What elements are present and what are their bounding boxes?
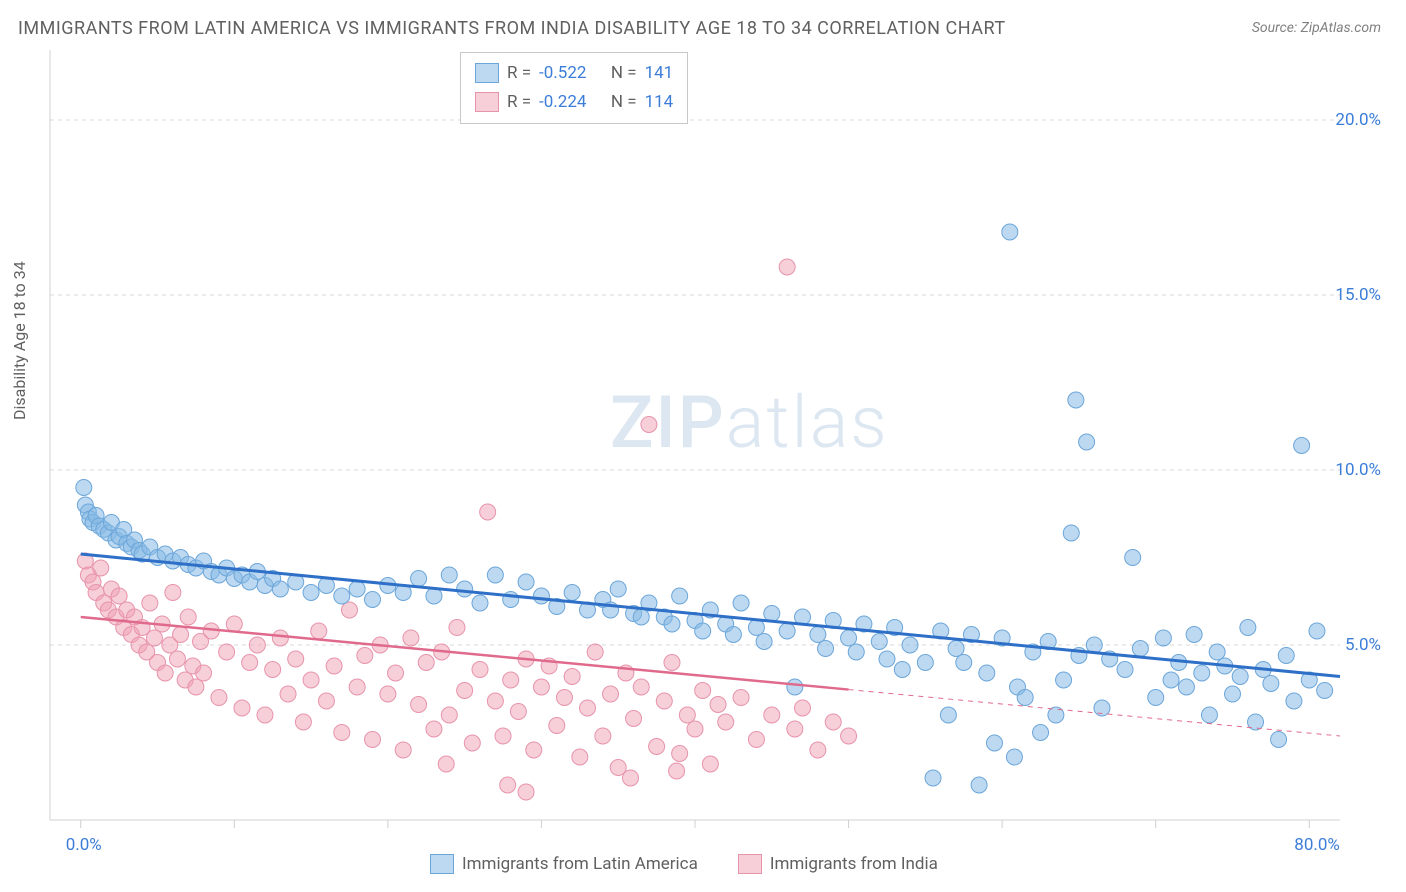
legend-row-series1: R = -0.522 N = 141: [475, 59, 673, 88]
swatch-pink-icon: [738, 854, 762, 874]
correlation-legend: R = -0.522 N = 141 R = -0.224 N = 114: [460, 52, 688, 124]
y-tick-label: 10.0%: [1335, 460, 1381, 480]
swatch-blue-icon: [430, 854, 454, 874]
x-tick-label: 80.0%: [1294, 835, 1340, 855]
legend-item-india: Immigrants from India: [738, 854, 938, 874]
swatch-pink-icon: [475, 92, 499, 112]
legend-item-latin-america: Immigrants from Latin America: [430, 854, 698, 874]
correlation-scatter-chart: [0, 0, 1406, 892]
swatch-blue-icon: [475, 63, 499, 83]
x-tick-label: 0.0%: [66, 835, 102, 855]
y-tick-label: 20.0%: [1335, 110, 1381, 130]
y-tick-label: 15.0%: [1335, 285, 1381, 305]
legend-row-series2: R = -0.224 N = 114: [475, 88, 673, 117]
y-tick-label: 5.0%: [1345, 635, 1381, 655]
series-legend: Immigrants from Latin America Immigrants…: [430, 854, 938, 874]
